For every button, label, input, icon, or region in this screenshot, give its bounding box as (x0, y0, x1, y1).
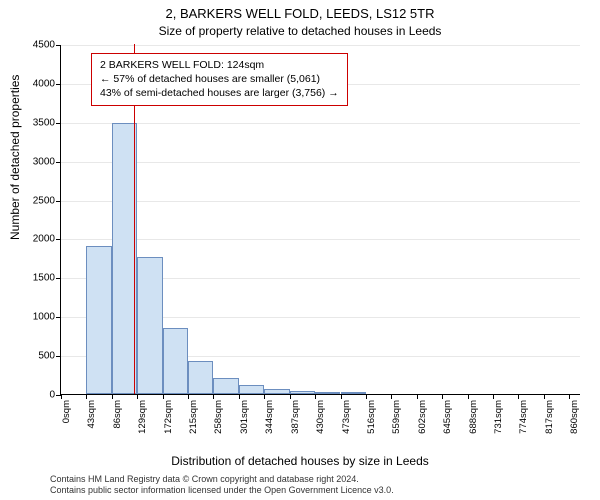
xtick-mark (366, 394, 367, 399)
xtick-mark (468, 394, 469, 399)
ytick-label: 3000 (33, 156, 55, 167)
ytick-mark (56, 356, 61, 357)
xtick-mark (569, 394, 570, 399)
attribution-line2: Contains public sector information licen… (50, 485, 394, 496)
gridline (61, 162, 580, 163)
histogram-bar (290, 391, 315, 394)
ytick-label: 0 (49, 390, 55, 401)
xtick-label: 817sqm (544, 400, 555, 434)
xtick-mark (213, 394, 214, 399)
xtick-label: 129sqm (137, 400, 148, 434)
histogram-bar (239, 385, 264, 394)
ytick-label: 3500 (33, 117, 55, 128)
histogram-bar (315, 392, 340, 394)
xtick-label: 516sqm (366, 400, 377, 434)
ytick-mark (56, 84, 61, 85)
xtick-label: 473sqm (341, 400, 352, 434)
ytick-label: 2500 (33, 195, 55, 206)
histogram-bar (341, 392, 366, 394)
attribution-text: Contains HM Land Registry data © Crown c… (50, 474, 394, 497)
gridline (61, 123, 580, 124)
ytick-label: 4500 (33, 40, 55, 51)
xtick-mark (86, 394, 87, 399)
histogram-bar (137, 257, 162, 394)
ytick-label: 2000 (33, 234, 55, 245)
xtick-label: 215sqm (188, 400, 199, 434)
annotation-line: 2 BARKERS WELL FOLD: 124sqm (100, 58, 339, 72)
xtick-label: 559sqm (391, 400, 402, 434)
xtick-label: 387sqm (290, 400, 301, 434)
annotation-line: 43% of semi-detached houses are larger (… (100, 86, 339, 100)
xtick-mark (239, 394, 240, 399)
xtick-label: 301sqm (239, 400, 250, 434)
xtick-label: 645sqm (442, 400, 453, 434)
ytick-mark (56, 317, 61, 318)
xtick-label: 172sqm (163, 400, 174, 434)
gridline (61, 45, 580, 46)
ytick-mark (56, 162, 61, 163)
page-title-line2: Size of property relative to detached ho… (0, 24, 600, 38)
attribution-line1: Contains HM Land Registry data © Crown c… (50, 474, 394, 485)
xtick-mark (188, 394, 189, 399)
xtick-mark (61, 394, 62, 399)
xtick-label: 43sqm (86, 400, 97, 429)
xtick-mark (391, 394, 392, 399)
xtick-mark (341, 394, 342, 399)
xtick-label: 0sqm (61, 400, 72, 423)
histogram-plot: 0500100015002000250030003500400045000sqm… (60, 45, 580, 395)
gridline (61, 201, 580, 202)
gridline (61, 239, 580, 240)
xtick-label: 86sqm (112, 400, 123, 429)
xtick-label: 602sqm (417, 400, 428, 434)
xtick-label: 774sqm (518, 400, 529, 434)
histogram-bar (213, 378, 238, 394)
histogram-bar (163, 328, 188, 394)
xtick-label: 258sqm (213, 400, 224, 434)
annotation-line: ← 57% of detached houses are smaller (5,… (100, 72, 339, 86)
xtick-mark (137, 394, 138, 399)
xtick-mark (290, 394, 291, 399)
ytick-mark (56, 278, 61, 279)
histogram-bar (86, 246, 111, 394)
xtick-label: 344sqm (264, 400, 275, 434)
ytick-mark (56, 45, 61, 46)
xtick-label: 731sqm (493, 400, 504, 434)
ytick-label: 500 (38, 351, 55, 362)
ytick-mark (56, 201, 61, 202)
xtick-mark (163, 394, 164, 399)
xtick-mark (518, 394, 519, 399)
xtick-mark (442, 394, 443, 399)
xtick-mark (417, 394, 418, 399)
xtick-mark (315, 394, 316, 399)
y-axis-label: Number of detached properties (8, 75, 22, 240)
ytick-label: 4000 (33, 78, 55, 89)
ytick-mark (56, 123, 61, 124)
xtick-label: 860sqm (569, 400, 580, 434)
page-title-line1: 2, BARKERS WELL FOLD, LEEDS, LS12 5TR (0, 6, 600, 21)
ytick-label: 1500 (33, 273, 55, 284)
xtick-mark (264, 394, 265, 399)
xtick-mark (544, 394, 545, 399)
xtick-mark (493, 394, 494, 399)
xtick-label: 688sqm (468, 400, 479, 434)
histogram-bar (264, 389, 289, 394)
histogram-bar (188, 361, 213, 394)
xtick-mark (112, 394, 113, 399)
xtick-label: 430sqm (315, 400, 326, 434)
ytick-label: 1000 (33, 312, 55, 323)
ytick-mark (56, 239, 61, 240)
x-axis-label: Distribution of detached houses by size … (0, 454, 600, 468)
annotation-box: 2 BARKERS WELL FOLD: 124sqm← 57% of deta… (91, 53, 348, 106)
